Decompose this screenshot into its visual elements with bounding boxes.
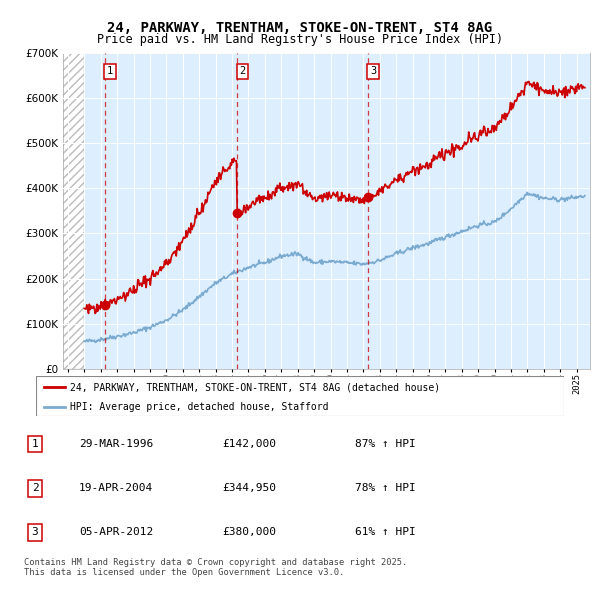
- Text: Contains HM Land Registry data © Crown copyright and database right 2025.
This d: Contains HM Land Registry data © Crown c…: [24, 558, 407, 577]
- Text: 19-APR-2004: 19-APR-2004: [79, 483, 154, 493]
- Text: 2: 2: [32, 483, 38, 493]
- Text: 24, PARKWAY, TRENTHAM, STOKE-ON-TRENT, ST4 8AG: 24, PARKWAY, TRENTHAM, STOKE-ON-TRENT, S…: [107, 21, 493, 35]
- Text: 05-APR-2012: 05-APR-2012: [79, 527, 154, 537]
- Text: Price paid vs. HM Land Registry's House Price Index (HPI): Price paid vs. HM Land Registry's House …: [97, 33, 503, 46]
- Text: 78% ↑ HPI: 78% ↑ HPI: [355, 483, 416, 493]
- Bar: [63, 53, 85, 369]
- Text: £380,000: £380,000: [223, 527, 277, 537]
- Text: 2: 2: [239, 66, 245, 76]
- Text: 3: 3: [32, 527, 38, 537]
- Text: HPI: Average price, detached house, Stafford: HPI: Average price, detached house, Staf…: [70, 402, 329, 412]
- Text: 1: 1: [32, 439, 38, 449]
- Text: 29-MAR-1996: 29-MAR-1996: [79, 439, 154, 449]
- Text: 87% ↑ HPI: 87% ↑ HPI: [355, 439, 416, 449]
- Text: 1: 1: [107, 66, 113, 76]
- Text: £142,000: £142,000: [223, 439, 277, 449]
- Text: 3: 3: [370, 66, 376, 76]
- Text: £344,950: £344,950: [223, 483, 277, 493]
- Text: 24, PARKWAY, TRENTHAM, STOKE-ON-TRENT, ST4 8AG (detached house): 24, PARKWAY, TRENTHAM, STOKE-ON-TRENT, S…: [70, 382, 440, 392]
- Text: 61% ↑ HPI: 61% ↑ HPI: [355, 527, 416, 537]
